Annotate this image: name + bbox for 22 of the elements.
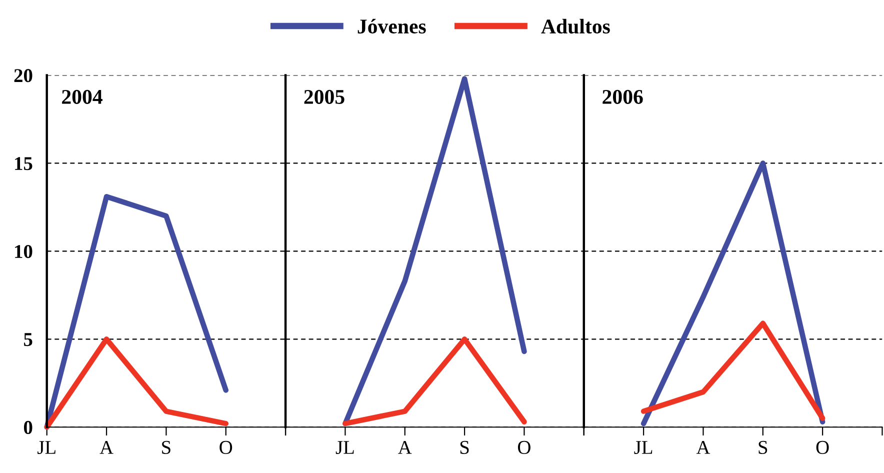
x-tick-label: O <box>518 440 530 454</box>
y-tick-label: 10 <box>15 244 32 258</box>
x-tick-label: S <box>758 440 768 454</box>
x-tick-label: JL <box>38 441 56 454</box>
x-tick-label: O <box>220 440 232 454</box>
x-tick-label: S <box>162 440 170 454</box>
x-tick-label: O <box>816 440 829 454</box>
y-tick-label: 15 <box>15 157 32 170</box>
x-tick-label: A <box>398 440 412 454</box>
y-tick-label: 20 <box>14 69 32 82</box>
y-tick-label: 5 <box>24 333 32 346</box>
y-tick-label: 0 <box>24 420 32 434</box>
text: 2006 <box>602 90 643 104</box>
text: 2004 <box>62 90 102 104</box>
legend-label: Jóvenes <box>358 18 426 34</box>
x-tick-label: JL <box>336 441 354 454</box>
x-tick-label: JL <box>634 441 652 454</box>
x-tick-label: A <box>696 440 710 454</box>
x-tick-label: S <box>460 440 469 454</box>
text: 2005 <box>304 90 344 104</box>
legend-label: Adultos <box>541 18 610 34</box>
x-tick-label: A <box>100 440 114 454</box>
